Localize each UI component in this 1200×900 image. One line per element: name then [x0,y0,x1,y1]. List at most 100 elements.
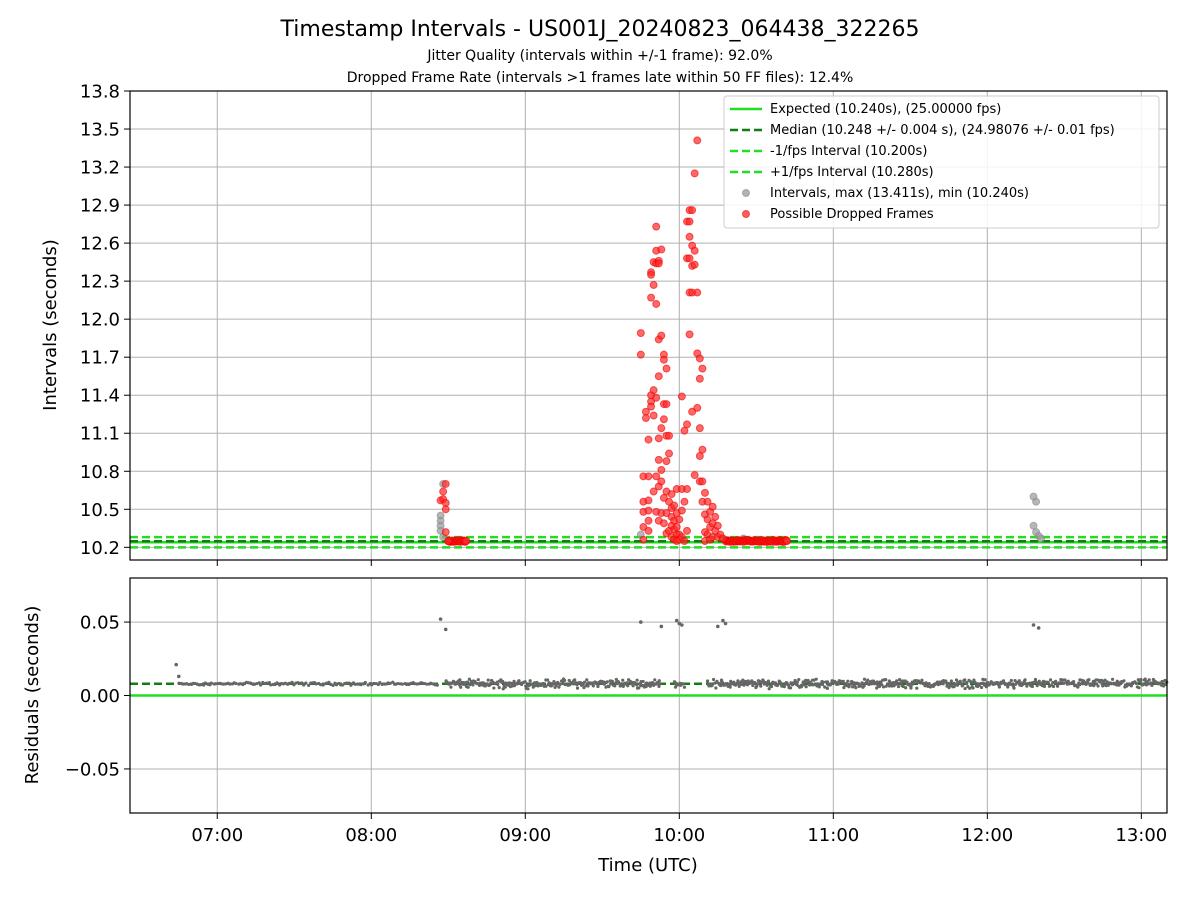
residual-point [896,684,901,689]
residual-point [1054,680,1058,685]
dropped-frame-point [680,497,689,506]
residual-point [1021,681,1025,686]
x-tick-label: 07:00 [191,825,243,846]
residual-point [302,683,306,687]
intervals-y-tick-label: 13.2 [80,158,120,179]
residual-point [327,680,331,684]
residual-point [657,684,661,688]
residual-point [860,681,864,685]
residuals-y-axis-label: Residuals (seconds) [22,606,43,785]
dropped-frame-point [683,420,692,429]
intervals-y-tick-label: 12.6 [80,234,120,255]
residual-point [915,686,919,690]
residual-point [1161,684,1166,688]
residual-point [512,679,516,683]
dropped-frame-point [700,488,709,497]
dropped-frame-point [659,355,668,364]
legend-item-plus-fps: +1/fps Interval (10.280s) [730,165,934,180]
dropped-frame-point [693,136,702,145]
residual-point [952,685,956,689]
dropped-frame-point [659,519,668,528]
dropped-frame-point [662,400,671,409]
residual-point [517,679,521,683]
residual-point [557,685,561,689]
dropped-frame-point [665,449,674,458]
residual-point [723,621,728,626]
dropped-frame-point [693,403,702,412]
dropped-frame-point [695,354,704,363]
residual-point [979,685,984,690]
residual-point [659,624,664,629]
residual-point [541,681,545,686]
residual-point [544,684,548,688]
residual-point [1149,681,1153,685]
residual-point [287,681,291,685]
dropped-frame-point [683,526,692,535]
residuals-y-ticks: −0.05 0.00 0.05 [65,613,130,780]
residual-point [617,681,621,685]
residual-point [823,685,827,689]
dropped-frame-point [652,222,661,231]
residual-point [246,681,250,685]
residual-point [545,678,550,682]
residual-point [466,685,470,689]
intervals-y-tick-label: 13.5 [80,120,120,141]
residual-point [1160,679,1164,684]
residual-point [467,677,471,681]
residual-point [412,682,417,686]
residual-point [300,681,304,685]
residual-point [1087,678,1091,682]
residual-point [1058,681,1062,685]
residual-point [846,679,850,683]
residual-point [841,679,845,683]
dropped-frame-point [677,392,686,401]
residual-point [1066,679,1070,683]
residual-point [884,678,888,682]
residual-point [458,678,462,682]
residual-point [1025,684,1029,688]
residual-point [481,681,485,685]
dropped-frame-point [652,393,661,402]
residual-point [187,682,191,687]
dropped-frame-point [644,472,653,481]
intervals-y-ticks: 10.2 10.5 10.8 11.1 11.4 11.7 12.0 12.3 12.6 12.9… [80,82,130,559]
dropped-frame-point [667,490,676,499]
legend-label-minus-fps: -1/fps Interval (10.200s) [770,144,927,159]
residual-point [558,682,562,687]
dropped-frame-point [444,536,453,545]
residual-point [1009,678,1013,683]
residual-point [582,680,587,684]
residual-point [759,684,763,688]
residual-point [1051,684,1056,689]
residual-point [345,681,349,685]
residual-point [954,678,959,682]
residual-point [259,683,263,687]
residuals-y-tick-label: 0.00 [80,686,120,707]
x-tick-label: 10:00 [653,825,705,846]
residuals-points [174,617,1169,691]
intervals-y-tick-label: 11.1 [80,424,120,445]
dropped-frame-point [713,521,722,530]
legend-box [723,95,1160,229]
residual-point [825,686,830,690]
dropped-frame-point [677,506,686,515]
residual-point [681,682,685,686]
dropped-frame-point [690,471,699,480]
dropped-frame-point [439,487,448,496]
dropped-frame-point [652,299,661,308]
residual-point [614,677,618,682]
dropped-frame-point [441,479,450,488]
residual-point [674,618,679,623]
residual-point [788,686,793,690]
dropped-frame-point [649,386,658,395]
residual-point [963,678,967,682]
residual-point [633,681,637,685]
residual-point [307,683,311,687]
x-tick-label: 11:00 [807,825,859,846]
residual-point [314,682,318,686]
residual-point [405,682,409,687]
residual-point [1078,683,1082,687]
residual-point [400,682,404,686]
residual-point [877,684,882,689]
